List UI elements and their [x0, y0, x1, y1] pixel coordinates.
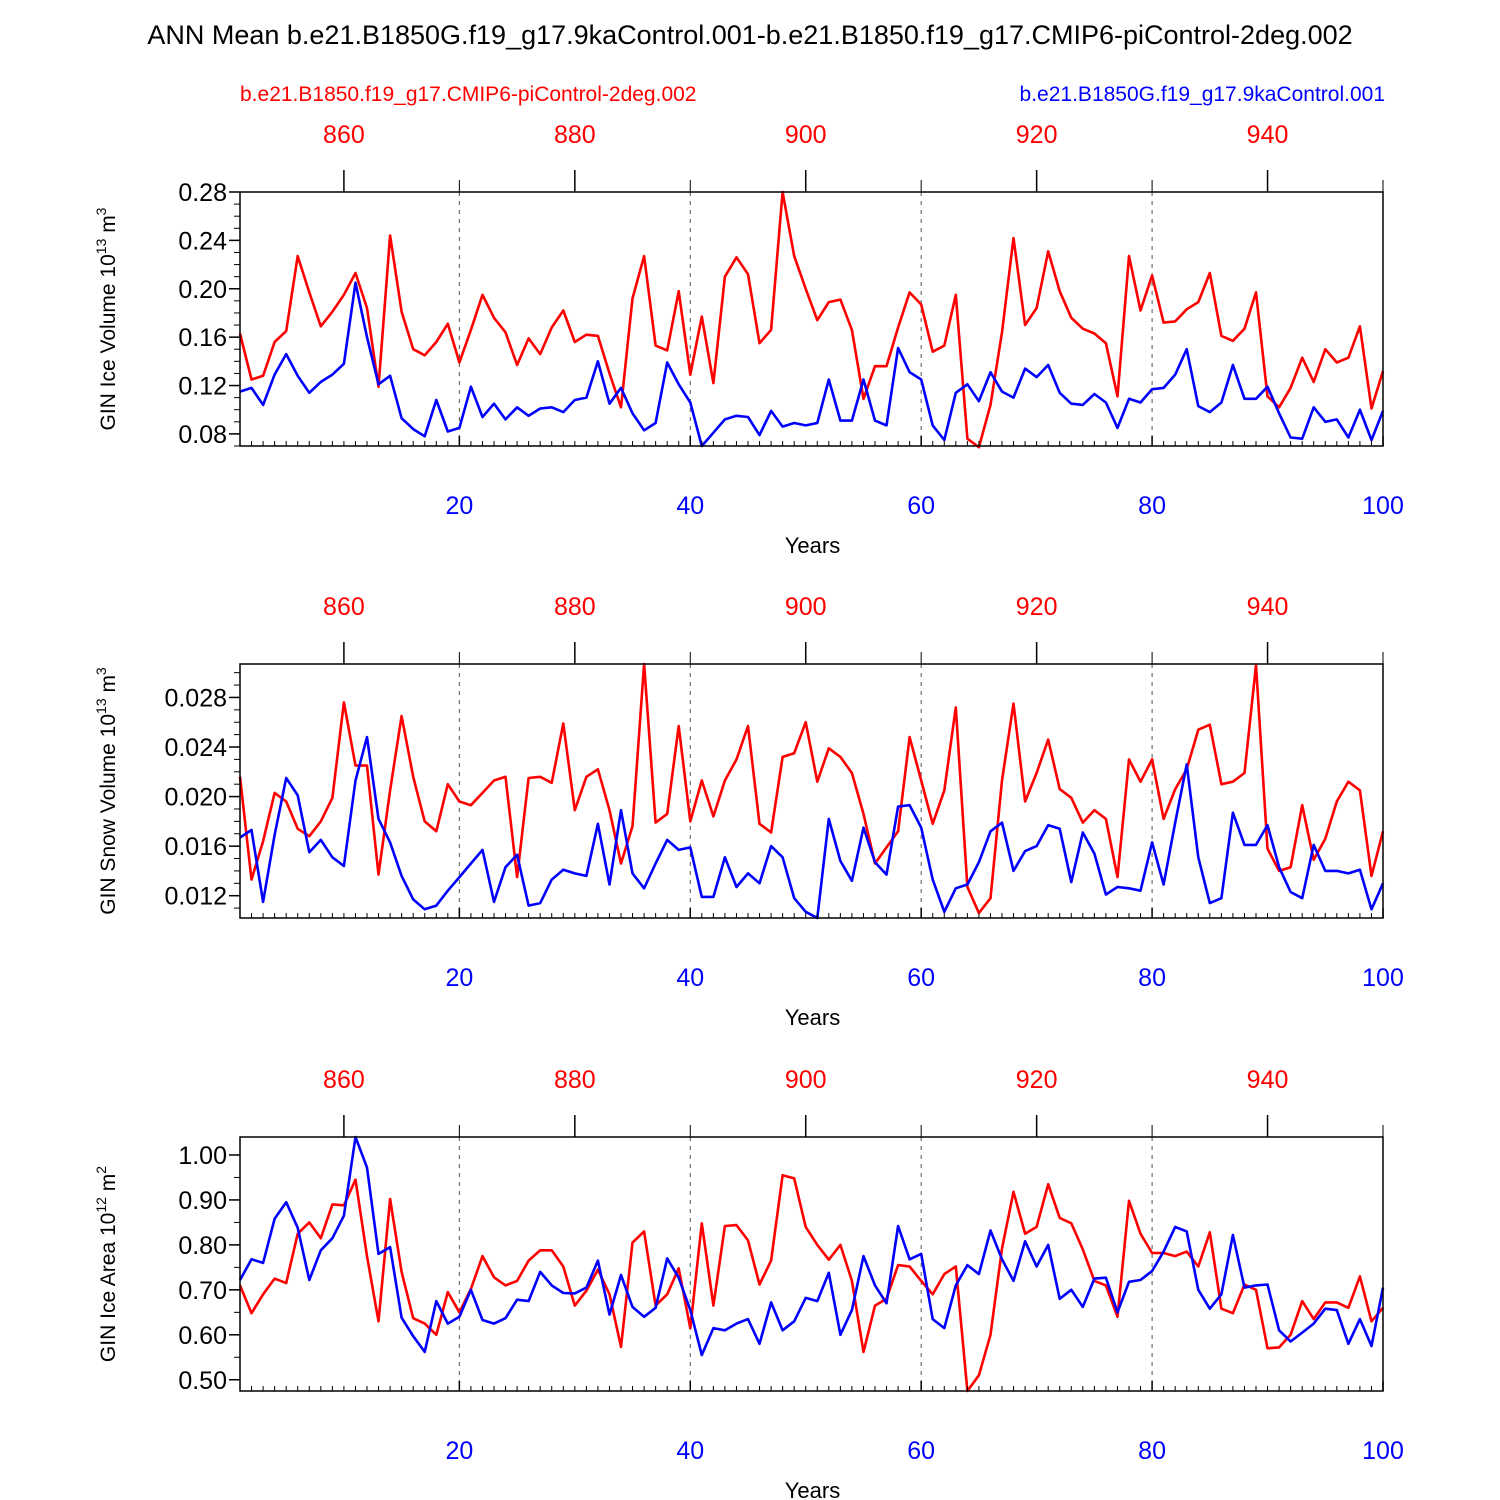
top-tick-label: 880 [554, 1066, 596, 1094]
top-tick-label: 860 [323, 593, 365, 621]
y-axis-label-part: m [97, 675, 120, 698]
y-tick-label: 0.90 [178, 1187, 227, 1215]
y-tick-label: 0.60 [178, 1322, 227, 1350]
panel-ice-area: 0.50 0.60 0.70 0.80 0.90 1.00 20 40 60 80 100 860 88… [93, 1066, 1404, 1500]
y-tick-label: 0.08 [178, 421, 227, 449]
y-tick-label: 0.28 [178, 179, 227, 207]
panel-ice-volume: 0.08 0.12 0.16 0.20 0.24 0.28 20 40 60 80 100 860 88… [93, 121, 1404, 558]
top-tick-label: 940 [1247, 1066, 1289, 1094]
top-tick-label: 920 [1016, 593, 1058, 621]
y-axis-label-part: 3 [93, 667, 109, 675]
y-tick-label: 0.70 [178, 1277, 227, 1305]
x-tick-label: 100 [1362, 964, 1404, 992]
y-axis-label-part: GIN Ice Area 10 [97, 1213, 120, 1362]
x-tick-label: 60 [907, 1437, 935, 1465]
top-tick-label: 920 [1016, 1066, 1058, 1094]
figure-title: ANN Mean b.e21.B1850G.f19_g17.9kaControl… [147, 20, 1352, 50]
y-axis-label-part: m [97, 215, 120, 238]
series-line-red [238, 662, 1385, 915]
top-tick-label: 860 [323, 121, 365, 149]
y-tick-label: 0.50 [178, 1367, 227, 1395]
series-line-blue [239, 735, 1385, 920]
x-tick-label: 40 [676, 1437, 704, 1465]
y-axis-label-part: 3 [93, 207, 109, 215]
x-tick-label: 80 [1138, 1437, 1166, 1465]
x-tick-label: 80 [1138, 492, 1166, 520]
y-axis-label-part: m [97, 1174, 120, 1197]
y-axis-label-part: 13 [93, 698, 109, 714]
y-tick-label: 0.24 [178, 227, 227, 255]
top-tick-label: 920 [1016, 121, 1058, 149]
x-tick-label: 60 [907, 492, 935, 520]
y-axis-label-part: 12 [93, 1197, 109, 1213]
x-axis-label: Years [785, 1478, 840, 1500]
y-tick-label: 0.12 [178, 373, 227, 401]
y-axis-label-part: 2 [93, 1166, 109, 1174]
series-line-red [238, 1173, 1384, 1393]
y-tick-label: 0.012 [164, 883, 227, 911]
y-axis-label: GIN Ice Area 1012 m2 [93, 1166, 120, 1362]
x-tick-label: 20 [445, 964, 473, 992]
x-axis-label: Years [785, 1005, 840, 1030]
top-tick-label: 880 [554, 121, 596, 149]
panel-snow-volume: 0.012 0.016 0.020 0.024 0.028 20 40 60 80 100 860 8… [93, 593, 1404, 1030]
y-tick-label: 0.016 [164, 833, 227, 861]
legend-red-label: b.e21.B1850.f19_g17.CMIP6-piControl-2deg… [240, 83, 696, 106]
y-tick-label: 0.16 [178, 324, 227, 352]
top-tick-label: 860 [323, 1066, 365, 1094]
x-axis-label: Years [785, 533, 840, 558]
y-axis-label: GIN Snow Volume 1013 m3 [93, 667, 120, 915]
x-tick-label: 20 [445, 492, 473, 520]
x-tick-label: 40 [676, 492, 704, 520]
top-tick-label: 880 [554, 593, 596, 621]
x-tick-label: 60 [907, 964, 935, 992]
top-tick-label: 940 [1247, 593, 1289, 621]
y-tick-label: 0.80 [178, 1232, 227, 1260]
top-tick-label: 900 [785, 593, 827, 621]
x-tick-label: 40 [676, 964, 704, 992]
x-tick-label: 80 [1138, 964, 1166, 992]
plot-frame [239, 191, 1384, 447]
y-tick-label: 1.00 [178, 1142, 227, 1170]
y-axis-label: GIN Ice Volume 1013 m3 [93, 207, 120, 430]
y-tick-label: 0.20 [178, 276, 227, 304]
y-axis-label-part: GIN Ice Volume 10 [97, 254, 120, 430]
top-tick-label: 940 [1247, 121, 1289, 149]
top-tick-label: 900 [785, 121, 827, 149]
top-tick-label: 900 [785, 1066, 827, 1094]
plot-frame [239, 1136, 1384, 1392]
x-tick-label: 20 [445, 1437, 473, 1465]
y-axis-label-part: 13 [93, 238, 109, 254]
y-tick-label: 0.020 [164, 784, 227, 812]
y-tick-label: 0.028 [164, 684, 227, 712]
y-axis-label-part: GIN Snow Volume 10 [97, 714, 120, 915]
plot-frame [239, 663, 1384, 919]
y-tick-label: 0.024 [164, 734, 227, 762]
x-tick-label: 100 [1362, 492, 1404, 520]
series-line-blue [239, 281, 1385, 448]
legend-blue-label: b.e21.B1850G.f19_g17.9kaControl.001 [1020, 83, 1385, 106]
series-line-blue [238, 1135, 1385, 1357]
x-tick-label: 100 [1362, 1437, 1404, 1465]
series-line-red [238, 190, 1385, 449]
